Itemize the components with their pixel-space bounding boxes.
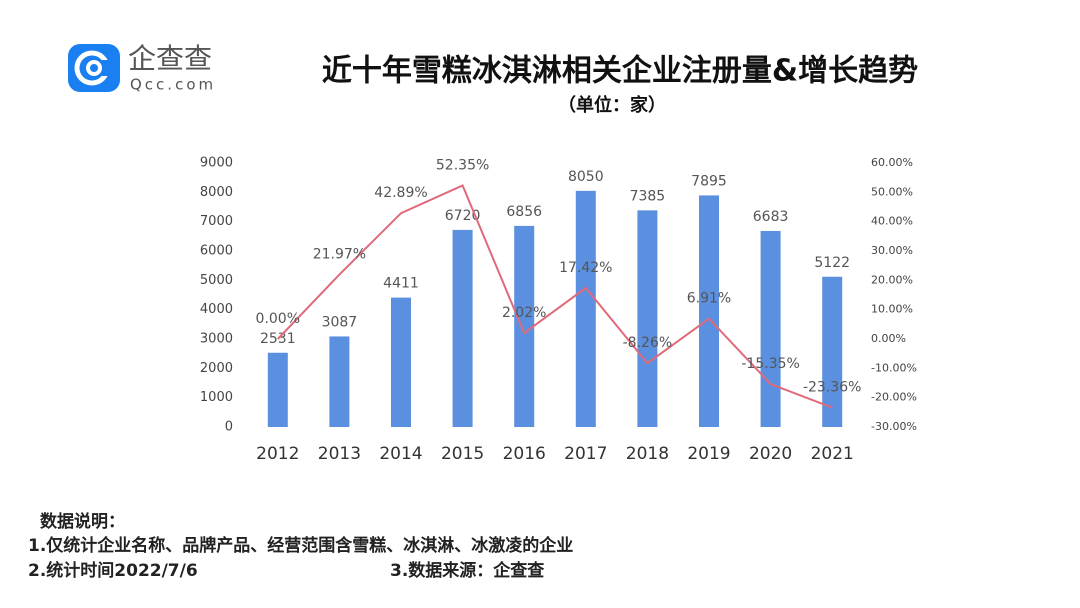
bar xyxy=(391,297,411,427)
value-label: 6683 xyxy=(753,209,789,225)
bar xyxy=(452,229,473,427)
value-label: 0.00% xyxy=(256,311,300,327)
value-label: 6720 xyxy=(445,208,481,224)
x-tick-label: 2013 xyxy=(318,444,361,464)
value-label: 17.42% xyxy=(559,260,612,276)
x-tick-label: 2016 xyxy=(503,444,546,464)
logo-text: 企查查 xyxy=(128,42,212,75)
value-label: 7385 xyxy=(630,188,666,204)
bar xyxy=(514,225,535,427)
value-label: 3087 xyxy=(322,314,358,330)
chart-title: 近十年雪糕冰淇淋相关企业注册量&增长趋势 xyxy=(322,54,918,89)
y-tick-label: 3000 xyxy=(200,332,233,347)
chart-subtitle: （单位：家） xyxy=(558,94,666,116)
bar xyxy=(637,210,658,427)
bar xyxy=(267,352,288,427)
bar xyxy=(575,190,596,427)
y2-tick-label: -20.00% xyxy=(871,391,917,404)
y-tick-label: 5000 xyxy=(200,273,233,288)
x-tick-label: 2021 xyxy=(811,444,854,464)
value-label: 2.02% xyxy=(502,305,546,321)
note-line: 2.统计时间2022/7/6 xyxy=(28,560,198,581)
value-label: 5122 xyxy=(814,255,850,271)
value-label: 8050 xyxy=(568,169,604,185)
y-tick-label: 7000 xyxy=(200,214,233,229)
note-line: 1.仅统计企业名称、品牌产品、经营范围含雪糕、冰淇淋、冰激凌的企业 xyxy=(28,535,573,556)
y-tick-label: 1000 xyxy=(200,390,233,405)
y2-tick-label: 10.00% xyxy=(871,303,913,316)
note-heading: 数据说明： xyxy=(40,511,125,532)
y2-tick-label: -30.00% xyxy=(871,420,917,433)
bar xyxy=(822,276,843,427)
y2-tick-label: 0.00% xyxy=(871,332,906,345)
x-tick-label: 2017 xyxy=(564,444,607,464)
x-tick-label: 2019 xyxy=(687,444,730,464)
y2-tick-label: 60.00% xyxy=(871,156,913,169)
x-tick-label: 2014 xyxy=(379,444,422,464)
bar xyxy=(760,230,781,427)
x-tick-label: 2018 xyxy=(626,444,669,464)
bar xyxy=(329,336,350,427)
x-tick-label: 2015 xyxy=(441,444,484,464)
value-label: 7895 xyxy=(691,173,727,189)
value-label: -8.26% xyxy=(623,335,673,351)
y-tick-label: 9000 xyxy=(200,156,233,171)
logo-gap xyxy=(102,60,116,76)
logo-ring-inner xyxy=(86,60,102,76)
value-label: 52.35% xyxy=(436,157,489,173)
value-label: 21.97% xyxy=(313,247,366,263)
note-line: 3.数据来源：企查查 xyxy=(390,560,545,581)
value-label: 42.89% xyxy=(374,185,427,201)
value-label: -23.36% xyxy=(803,380,861,396)
value-label: 6.91% xyxy=(687,291,731,307)
y-tick-label: 0 xyxy=(225,420,233,435)
y2-tick-label: 20.00% xyxy=(871,273,913,286)
y2-tick-label: 30.00% xyxy=(871,244,913,257)
y-tick-label: 2000 xyxy=(200,361,233,376)
value-label: 4411 xyxy=(383,276,419,292)
line xyxy=(277,184,833,409)
y2-tick-label: 50.00% xyxy=(871,185,913,198)
value-label: -15.35% xyxy=(741,356,799,372)
y-tick-label: 6000 xyxy=(200,244,233,259)
y-tick-label: 8000 xyxy=(200,185,233,200)
y2-tick-label: -10.00% xyxy=(871,361,917,374)
y-tick-label: 4000 xyxy=(200,302,233,317)
x-tick-label: 2012 xyxy=(256,444,299,464)
y2-tick-label: 40.00% xyxy=(871,215,913,228)
bar xyxy=(699,195,719,427)
logo-domain: Qcc.com xyxy=(130,76,216,94)
logo: 企查查 Qcc.com xyxy=(68,42,216,94)
x-tick-label: 2020 xyxy=(749,444,792,464)
value-label: 6856 xyxy=(506,204,542,220)
